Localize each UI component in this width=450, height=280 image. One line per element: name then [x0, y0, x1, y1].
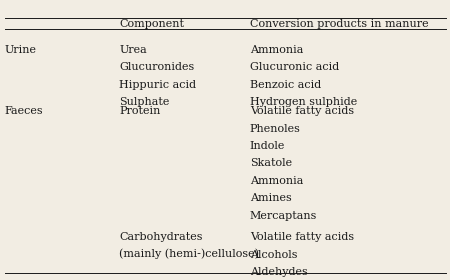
Text: Urine: Urine: [4, 45, 36, 55]
Text: Volatile fatty acids: Volatile fatty acids: [250, 106, 354, 116]
Text: Conversion products in manure: Conversion products in manure: [250, 19, 428, 29]
Text: Sulphate: Sulphate: [119, 97, 170, 107]
Text: Carbohydrates: Carbohydrates: [119, 232, 203, 242]
Text: Mercaptans: Mercaptans: [250, 211, 317, 221]
Text: Hydrogen sulphide: Hydrogen sulphide: [250, 97, 357, 107]
Text: Component: Component: [119, 19, 184, 29]
Text: Phenoles: Phenoles: [250, 124, 301, 134]
Text: Glucuronides: Glucuronides: [119, 62, 194, 72]
Text: Urea: Urea: [119, 45, 147, 55]
Text: Hippuric acid: Hippuric acid: [119, 80, 196, 90]
Text: Alcohols: Alcohols: [250, 250, 297, 260]
Text: Amines: Amines: [250, 193, 292, 203]
Text: Protein: Protein: [119, 106, 161, 116]
Text: Benzoic acid: Benzoic acid: [250, 80, 321, 90]
Text: Faeces: Faeces: [4, 106, 43, 116]
Text: Glucuronic acid: Glucuronic acid: [250, 62, 339, 72]
Text: Skatole: Skatole: [250, 158, 292, 169]
Text: Ammonia: Ammonia: [250, 45, 303, 55]
Text: Ammonia: Ammonia: [250, 176, 303, 186]
Text: (mainly (hemi-)cellulose): (mainly (hemi-)cellulose): [119, 248, 259, 259]
Text: Aldehydes: Aldehydes: [250, 267, 307, 277]
Text: Volatile fatty acids: Volatile fatty acids: [250, 232, 354, 242]
Text: Indole: Indole: [250, 141, 285, 151]
